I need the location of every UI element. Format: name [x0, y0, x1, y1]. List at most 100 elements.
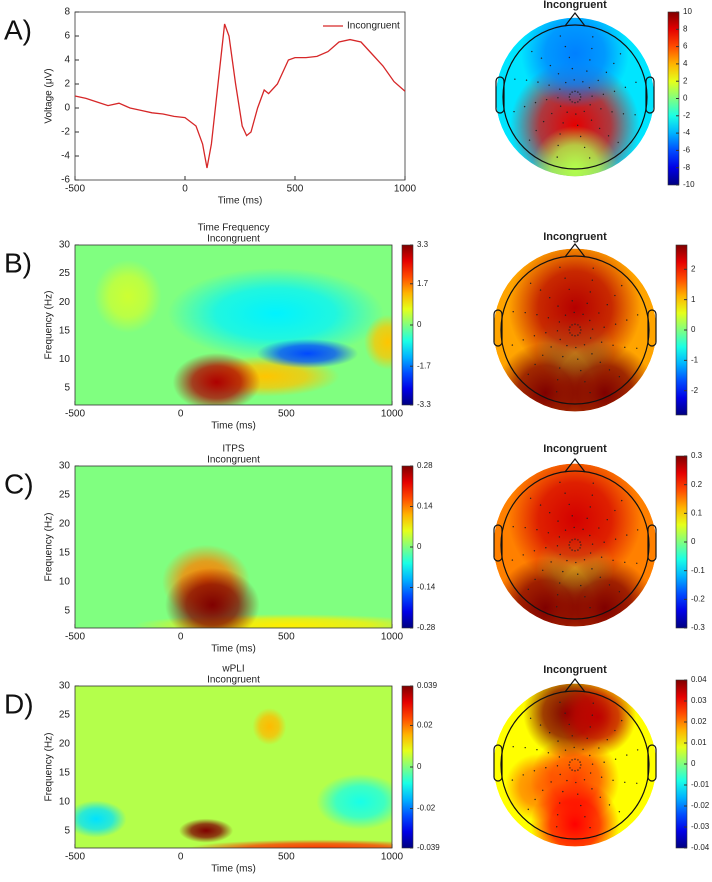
- electrode: [589, 754, 591, 757]
- electrode: [562, 355, 564, 358]
- electrode: [636, 749, 639, 751]
- x-tick-label: -500: [65, 852, 85, 863]
- x-tick-label: 0: [178, 852, 184, 863]
- electrode: [534, 101, 537, 104]
- x-tick-label: 1000: [381, 409, 404, 420]
- electrode: [599, 796, 602, 798]
- colorbar-tick-label: 3.3: [417, 240, 429, 249]
- electrode: [626, 754, 628, 756]
- colorbar-tick-label: -0.039: [417, 843, 440, 852]
- head-outline: [500, 470, 650, 620]
- plot-frame: [74, 244, 393, 406]
- electrode: [579, 326, 581, 328]
- topo-region: [530, 779, 620, 847]
- electrode: [558, 756, 561, 758]
- electrode: [606, 303, 608, 306]
- x-tick-label: 0: [178, 409, 184, 420]
- electrode: [558, 536, 561, 538]
- electrode: [588, 87, 591, 89]
- electrode: [562, 570, 564, 573]
- electrode: [568, 96, 570, 98]
- colorbar-tick-label: 0: [691, 325, 696, 334]
- y-tick-label: 30: [59, 681, 71, 692]
- electrode: [559, 266, 561, 269]
- electrode: [559, 367, 561, 369]
- chart-title: Time Frequency: [198, 223, 270, 234]
- colorbar-tick-label: 0.02: [417, 721, 433, 730]
- x-tick-label: 500: [278, 409, 295, 420]
- electrode: [613, 90, 616, 93]
- heatmap-region: [316, 773, 392, 830]
- electrode: [556, 814, 559, 816]
- electrode: [589, 606, 591, 609]
- colorbar-tick-label: 0.04: [691, 675, 707, 684]
- electrode: [621, 499, 623, 502]
- x-axis-label: Time (ms): [211, 421, 256, 432]
- electrode: [535, 129, 537, 132]
- electrode: [622, 113, 625, 115]
- electrode: [580, 584, 582, 587]
- electrode: [592, 267, 594, 269]
- electrode: [548, 84, 550, 86]
- electrode: [603, 541, 605, 543]
- colorbar-tick-label: -6: [683, 146, 691, 155]
- electrode: [559, 582, 561, 584]
- chart-title: Incongruent: [543, 231, 607, 243]
- colorbar-tick-label: 1: [691, 295, 696, 304]
- y-tick-label: 0: [64, 103, 70, 114]
- electrode: [591, 47, 593, 50]
- topoplot: [493, 683, 657, 847]
- electrode: [575, 561, 577, 564]
- colorbar-tick-label: 0: [691, 759, 696, 768]
- electrode: [586, 737, 588, 740]
- y-tick-label: -6: [61, 175, 70, 186]
- electrode: [571, 91, 573, 93]
- nose: [564, 458, 586, 473]
- electrode: [525, 79, 528, 81]
- head-outline: [500, 255, 650, 405]
- electrode: [579, 541, 581, 543]
- electrode: [511, 559, 514, 561]
- y-tick-label: 6: [64, 31, 70, 42]
- y-tick-label: 15: [59, 547, 71, 558]
- electrode: [598, 527, 600, 529]
- electrode: [598, 312, 600, 314]
- colorbar-tick-label: 0: [417, 542, 422, 551]
- electrode: [579, 767, 581, 769]
- y-tick-label: 20: [59, 518, 71, 529]
- electrode: [591, 543, 594, 545]
- electrode: [574, 770, 576, 772]
- heatmap-region: [167, 267, 384, 360]
- electrode: [548, 297, 551, 299]
- y-axis-label: Voltage (μV): [44, 68, 55, 123]
- y-axis-label: Frequency (Hz): [44, 513, 55, 582]
- electrode: [592, 482, 594, 484]
- electrode: [584, 816, 586, 818]
- electrode: [559, 88, 561, 90]
- panel-label: D): [4, 688, 34, 719]
- colorbar-tick-label: -4: [683, 128, 691, 137]
- x-tick-label: 500: [278, 632, 295, 643]
- ear-right: [647, 744, 657, 782]
- electrode: [592, 702, 594, 704]
- electrode: [624, 346, 626, 349]
- heatmap-region: [178, 818, 234, 843]
- electrode: [591, 95, 593, 97]
- electrode: [524, 526, 526, 529]
- electrode: [564, 492, 566, 494]
- electrode: [577, 91, 579, 93]
- electrode: [559, 802, 561, 804]
- electrode: [547, 752, 550, 754]
- electrode: [566, 779, 568, 782]
- x-axis-label: Time (ms): [211, 864, 256, 875]
- electrode: [549, 64, 552, 67]
- electrode: [591, 714, 594, 716]
- x-tick-label: -500: [65, 184, 85, 195]
- electrode: [621, 284, 623, 287]
- heatmap-region: [189, 839, 392, 848]
- colorbar-tick-label: 0.1: [691, 508, 703, 517]
- electrode: [607, 135, 610, 137]
- electrode: [550, 781, 552, 783]
- electrode: [612, 344, 614, 346]
- electrode: [559, 133, 561, 135]
